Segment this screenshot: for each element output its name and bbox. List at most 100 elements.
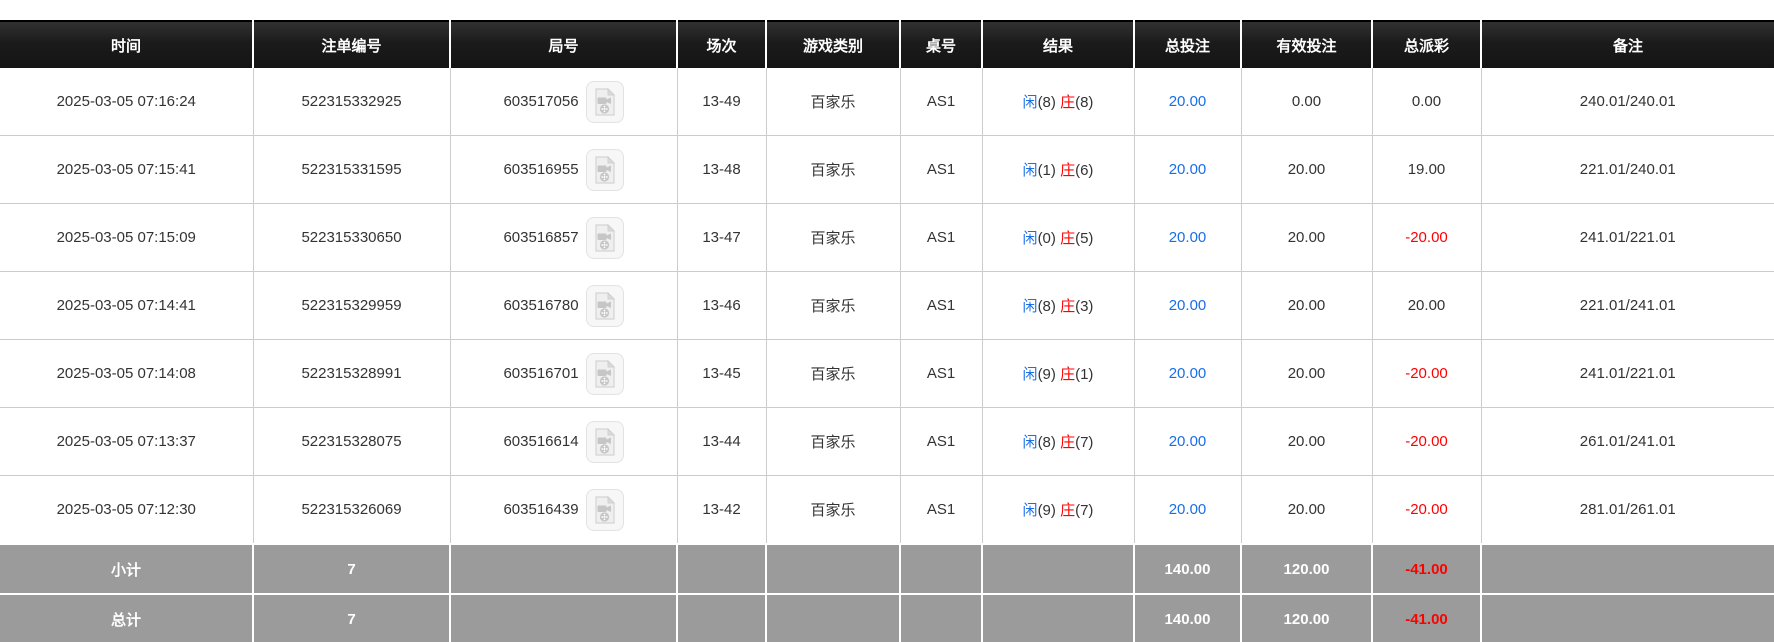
result-player-score: (9)	[1037, 366, 1056, 383]
table-row: 2025-03-05 07:15:41 522315331595 603516955…	[0, 135, 1774, 204]
cell-total-bet: 20.00	[1134, 203, 1242, 272]
result-banker: 庄	[1060, 94, 1076, 111]
cell-game-type: 百家乐	[766, 407, 901, 476]
cell-table-no: AS1	[900, 68, 983, 136]
video-replay-button[interactable]	[585, 420, 624, 463]
cell-time: 2025-03-05 07:15:41	[0, 135, 254, 204]
result-player: 闲	[1022, 298, 1038, 315]
cell-table-no: AS1	[900, 271, 983, 340]
cell-valid-bet: 20.00	[1241, 407, 1373, 476]
video-replay-button[interactable]	[585, 284, 624, 327]
video-replay-button[interactable]	[585, 216, 624, 259]
result-banker: 庄	[1060, 434, 1076, 451]
video-replay-button[interactable]	[585, 148, 624, 191]
grand-total-remark	[1481, 593, 1774, 642]
result-player: 闲	[1022, 230, 1038, 247]
table-row: 2025-03-05 07:12:30 522315326069 603516439…	[0, 475, 1774, 545]
subtotal-empty-session	[677, 543, 767, 594]
cell-session: 13-47	[677, 203, 767, 272]
cell-valid-bet: 20.00	[1241, 339, 1373, 408]
subtotal-valid-bet: 120.00	[1241, 543, 1373, 594]
table-footer: 小计 7 140.00 120.00 -41.00 总计 7 140.00 120.00 -41.…	[0, 543, 1774, 642]
cell-session: 13-48	[677, 135, 767, 204]
video-file-icon	[594, 427, 615, 456]
subtotal-empty-game-type	[766, 543, 901, 594]
cell-bet-id: 522315330650	[253, 203, 451, 272]
cell-valid-bet: 20.00	[1241, 271, 1373, 340]
cell-time: 2025-03-05 07:14:41	[0, 271, 254, 340]
cell-round-id: 603517056	[450, 68, 678, 136]
video-replay-button[interactable]	[585, 352, 624, 395]
round-id: 603517056	[503, 93, 579, 110]
video-file-icon	[594, 291, 615, 320]
round-id: 603516780	[503, 297, 579, 314]
result-banker-score: (6)	[1075, 162, 1094, 179]
cell-session: 13-46	[677, 271, 767, 340]
result-banker-score: (3)	[1075, 298, 1094, 315]
column-header-result: 结果	[982, 20, 1135, 68]
cell-bet-id: 522315328075	[253, 407, 451, 476]
cell-payout: -20.00	[1372, 203, 1482, 272]
cell-remark: 240.01/240.01	[1481, 68, 1774, 136]
result-player-score: (1)	[1037, 162, 1056, 179]
cell-time: 2025-03-05 07:12:30	[0, 475, 254, 545]
result-player-score: (0)	[1037, 230, 1056, 247]
bet-history-table: 时间 注单编号 局号 场次 游戏类别 桌号 结果 总投注 有效投注 总派彩 备注…	[0, 20, 1774, 642]
cell-payout: -20.00	[1372, 407, 1482, 476]
video-replay-button[interactable]	[585, 488, 624, 531]
cell-result: 闲(9) 庄(1)	[982, 339, 1135, 408]
result-player-score: (8)	[1037, 298, 1056, 315]
result-banker: 庄	[1060, 502, 1076, 519]
round-id: 603516614	[503, 433, 579, 450]
cell-valid-bet: 0.00	[1241, 68, 1373, 136]
cell-game-type: 百家乐	[766, 271, 901, 340]
cell-time: 2025-03-05 07:13:37	[0, 407, 254, 476]
result-banker: 庄	[1060, 230, 1076, 247]
video-file-icon	[594, 87, 615, 116]
subtotal-total-bet: 140.00	[1134, 543, 1242, 594]
subtotal-remark	[1481, 543, 1774, 594]
column-header-round-id: 局号	[450, 20, 678, 68]
grand-total-empty-result	[982, 593, 1135, 642]
cell-payout: -20.00	[1372, 475, 1482, 545]
cell-bet-id: 522315326069	[253, 475, 451, 545]
video-replay-button[interactable]	[585, 80, 624, 123]
cell-remark: 241.01/221.01	[1481, 339, 1774, 408]
cell-valid-bet: 20.00	[1241, 475, 1373, 545]
cell-remark: 281.01/261.01	[1481, 475, 1774, 545]
result-player-score: (8)	[1037, 94, 1056, 111]
cell-game-type: 百家乐	[766, 135, 901, 204]
result-banker: 庄	[1060, 298, 1076, 315]
cell-table-no: AS1	[900, 135, 983, 204]
column-header-bet-id: 注单编号	[253, 20, 451, 68]
column-header-table-no: 桌号	[900, 20, 983, 68]
subtotal-empty-table-no	[900, 543, 983, 594]
column-header-remark: 备注	[1481, 20, 1774, 68]
cell-round-id: 603516614	[450, 407, 678, 476]
cell-result: 闲(1) 庄(6)	[982, 135, 1135, 204]
cell-total-bet: 20.00	[1134, 407, 1242, 476]
column-header-time: 时间	[0, 20, 254, 68]
grand-total-count: 7	[253, 593, 451, 642]
video-file-icon	[594, 223, 615, 252]
cell-time: 2025-03-05 07:16:24	[0, 68, 254, 136]
cell-round-id: 603516439	[450, 475, 678, 545]
cell-remark: 221.01/240.01	[1481, 135, 1774, 204]
result-player-score: (9)	[1037, 502, 1056, 519]
cell-session: 13-45	[677, 339, 767, 408]
grand-total-label: 总计	[0, 593, 254, 642]
cell-game-type: 百家乐	[766, 68, 901, 136]
cell-round-id: 603516857	[450, 203, 678, 272]
column-header-total-bet: 总投注	[1134, 20, 1242, 68]
grand-total-empty-round	[450, 593, 678, 642]
cell-payout: -20.00	[1372, 339, 1482, 408]
cell-table-no: AS1	[900, 339, 983, 408]
round-id: 603516439	[503, 501, 579, 518]
grand-total-empty-session	[677, 593, 767, 642]
result-banker-score: (7)	[1075, 434, 1094, 451]
cell-total-bet: 20.00	[1134, 475, 1242, 545]
cell-game-type: 百家乐	[766, 203, 901, 272]
grand-total-payout: -41.00	[1372, 593, 1482, 642]
cell-total-bet: 20.00	[1134, 339, 1242, 408]
result-banker-score: (1)	[1075, 366, 1094, 383]
